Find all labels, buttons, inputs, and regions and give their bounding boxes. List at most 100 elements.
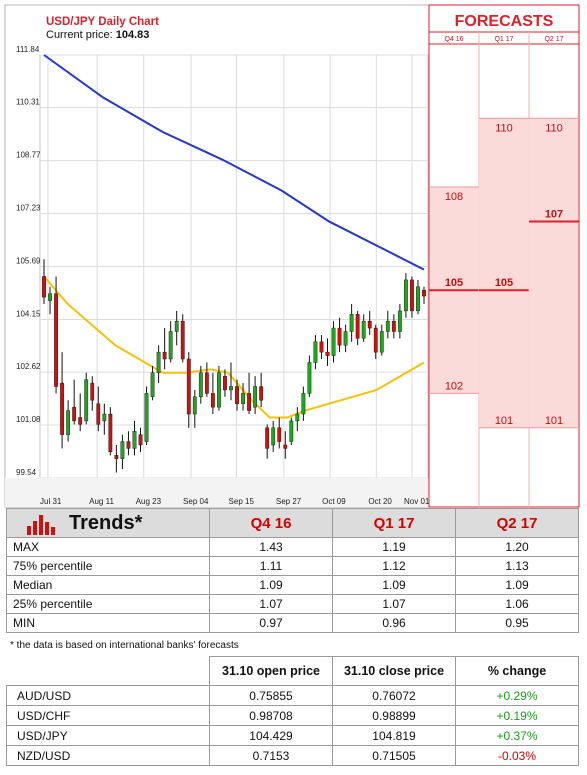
trends-cell: 0.95 <box>455 613 579 633</box>
x-tick-label: Sep 04 <box>183 497 209 506</box>
y-tick-label: 104.15 <box>16 309 41 318</box>
open-price-cell: 104.429 <box>209 725 333 746</box>
candle-body <box>162 351 167 360</box>
forecast-mid-label: 105 <box>445 277 463 289</box>
axis-labels: 111.84 110.31 108.77 107.23 105.69 104.15 102.… <box>16 45 430 506</box>
trends-row-label: MAX <box>6 537 210 557</box>
x-tick-label: Jul 31 <box>40 497 62 506</box>
x-tick-label: Oct 20 <box>368 497 392 506</box>
open-price-cell: 0.7153 <box>209 745 333 766</box>
change-cell: +0.37% <box>455 725 579 746</box>
trends-row-label: Median <box>6 575 210 595</box>
open-price-cell: 0.75855 <box>209 685 333 706</box>
y-tick-label: 108.77 <box>16 151 41 160</box>
y-tick-label: 102.62 <box>16 362 41 371</box>
x-tick-label: Sep 15 <box>229 497 255 506</box>
candle-body <box>48 293 52 301</box>
trends-cell: 0.97 <box>209 613 333 633</box>
candle-body <box>180 320 185 360</box>
candle-body <box>120 441 125 459</box>
y-tick-label: 101.08 <box>16 415 41 424</box>
trends-row: MAX 1.43 1.19 1.20 <box>6 537 579 557</box>
close-price-cell: 0.71505 <box>332 745 456 766</box>
trends-cell: 1.19 <box>332 537 456 557</box>
candle-body <box>144 393 149 442</box>
candle-body <box>217 372 221 408</box>
pair-cell: USD/CHF <box>6 705 210 726</box>
trends-cell: 1.06 <box>455 594 579 614</box>
price-row: AUD/USD 0.75855 0.76072 +0.29% <box>6 685 579 706</box>
candle-body <box>235 386 239 404</box>
forecast-high-label: 110 <box>495 122 513 134</box>
candle-body <box>96 403 101 425</box>
forecast-high-label: 108 <box>445 191 463 203</box>
price-row: USD/CHF 0.98708 0.98899 +0.19% <box>6 705 579 726</box>
forecast-col-label: Q2 17 <box>544 36 563 43</box>
x-tick-label: Aug 23 <box>136 497 162 506</box>
candle-body <box>295 413 300 422</box>
candle-body <box>271 427 276 446</box>
candle-body <box>204 372 209 394</box>
change-cell: +0.29% <box>455 685 579 706</box>
trends-row-label: 25% percentile <box>6 594 210 614</box>
candle-body <box>265 427 270 449</box>
trends-col-q4-16: Q4 16 <box>209 508 333 538</box>
trends-cell: 1.43 <box>209 537 333 557</box>
forecast-title: FORECASTS <box>455 13 554 30</box>
prices-header-row: 31.10 open price 31.10 close price % cha… <box>6 656 579 686</box>
trends-col-q1-17: Q1 17 <box>332 508 456 538</box>
change-cell: +0.19% <box>455 705 579 726</box>
trends-title-cell: Trends* <box>6 508 210 538</box>
candle-body <box>410 279 414 312</box>
trends-cell: 1.09 <box>455 575 579 595</box>
candle-body <box>349 314 354 332</box>
prices-header-change: % change <box>455 656 579 686</box>
trends-table: Trends* Q4 16 Q1 17 Q2 17 MAX 1.43 1.19 1.2… <box>6 508 579 633</box>
forecast-low-label: 101 <box>495 415 513 427</box>
prices-table: 31.10 open price 31.10 close price % cha… <box>6 656 579 766</box>
forecast-high-label: 110 <box>545 122 563 134</box>
trends-cell: 1.09 <box>332 575 456 595</box>
candle-body <box>361 320 366 339</box>
candle-body <box>198 372 203 398</box>
trends-cell: 1.07 <box>209 594 333 614</box>
candle-body <box>416 286 420 312</box>
candle-body <box>241 393 245 404</box>
x-tick-label: Nov 01 <box>404 497 430 506</box>
pair-cell: AUD/USD <box>6 685 210 706</box>
candle-body <box>319 341 324 353</box>
candle-body <box>379 331 384 353</box>
forecast-range <box>530 118 578 428</box>
current-price-value: 104.83 <box>116 29 150 41</box>
trends-cell: 1.11 <box>209 556 333 576</box>
candle-body <box>277 427 282 442</box>
y-tick-label: 107.23 <box>16 204 41 213</box>
trends-cell: 1.12 <box>332 556 456 576</box>
forecast-low-label: 101 <box>545 415 563 427</box>
trends-header-row: Trends* Q4 16 Q1 17 Q2 17 <box>6 508 579 538</box>
candle-body <box>150 372 155 398</box>
candle-body <box>367 320 372 329</box>
candle-body <box>422 290 426 297</box>
x-tick-label: Oct 09 <box>322 497 346 506</box>
moving-averages <box>43 54 425 419</box>
candle-body <box>168 331 173 360</box>
trends-row-label: 75% percentile <box>6 556 210 576</box>
candle-body <box>192 396 197 415</box>
y-tick-label: 110.31 <box>16 98 40 107</box>
forecast-panel: FORECASTS Q4 16 108 102 105 Q1 17 110 101 105 Q2 … <box>428 4 580 508</box>
usdjpy-chart: FORECASTS Q4 16 108 102 105 Q1 17 110 101 105 Q2 … <box>4 4 580 508</box>
trends-cell: 1.13 <box>455 556 579 576</box>
forecast-mid-label: 107 <box>545 208 563 220</box>
trends-row-label: MIN <box>6 613 210 633</box>
price-row: USD/JPY 104.429 104.819 +0.37% <box>6 725 579 746</box>
candle-body <box>289 420 294 442</box>
trends-cell: 1.20 <box>455 537 579 557</box>
candle-body <box>108 413 113 453</box>
candle-body <box>42 276 46 298</box>
y-tick-label: 111.84 <box>16 45 40 54</box>
candle-body <box>331 327 336 356</box>
forecast-mid-label: 105 <box>495 277 513 289</box>
candle-body <box>66 410 71 435</box>
candle-body <box>391 320 396 332</box>
